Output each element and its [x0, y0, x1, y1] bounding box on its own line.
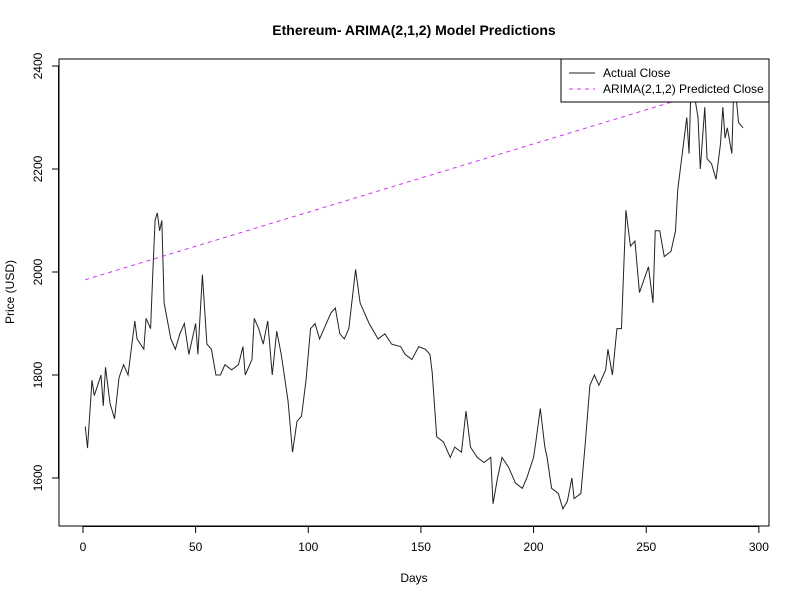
x-axis-label: Days — [400, 571, 427, 585]
legend-box — [560, 58, 770, 103]
x-tick-label: 250 — [636, 540, 656, 554]
x-tick-label: 100 — [298, 540, 318, 554]
y-tick-label: 2400 — [31, 52, 45, 79]
y-tick-label: 2200 — [31, 155, 45, 182]
y-axis-label: Price (USD) — [3, 260, 17, 324]
x-tick-label: 200 — [524, 540, 544, 554]
x-tick-label: 300 — [749, 540, 769, 554]
chart-title: Ethereum- ARIMA(2,1,2) Model Predictions — [272, 22, 556, 38]
x-tick-label: 0 — [80, 540, 87, 554]
y-tick-label: 1600 — [31, 464, 45, 491]
y-tick-label: 2000 — [31, 258, 45, 285]
x-tick-label: 150 — [411, 540, 431, 554]
y-tick-label: 1800 — [31, 361, 45, 388]
legend-label: ARIMA(2,1,2) Predicted Close — [603, 82, 764, 96]
legend-label: Actual Close — [603, 66, 671, 80]
series-line — [84, 76, 744, 511]
series-line — [85, 79, 744, 281]
x-tick-label: 50 — [189, 540, 203, 554]
